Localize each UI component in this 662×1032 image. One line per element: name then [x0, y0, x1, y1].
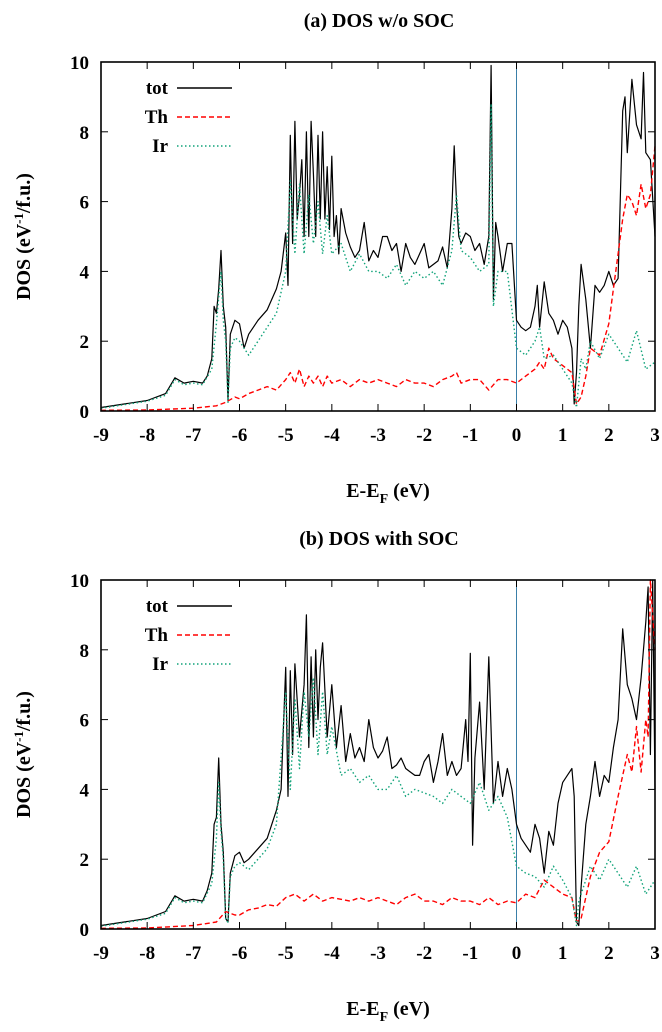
series-line-ir — [100, 103, 656, 409]
x-tick-label: 2 — [604, 425, 614, 446]
chart-title: (b) DOS with SOC — [299, 528, 458, 550]
series-line-tot — [100, 64, 656, 409]
x-tick-label: 3 — [650, 425, 660, 446]
legend-background — [115, 69, 237, 159]
x-tick-label: 1 — [558, 943, 568, 964]
y-tick-label: 6 — [80, 193, 90, 214]
x-tick-label: -8 — [139, 425, 155, 446]
y-tick-label: 10 — [70, 571, 89, 592]
legend-label-th: Th — [145, 625, 169, 646]
x-tick-label: -1 — [462, 425, 478, 446]
x-tick-label: -3 — [370, 943, 386, 964]
x-tick-label: 0 — [512, 943, 522, 964]
y-axis-label: DOS (eV-1/f.u.) — [11, 691, 35, 818]
x-tick-label: -8 — [139, 943, 155, 964]
legend-label-ir: Ir — [152, 654, 168, 675]
panel-a: (a) DOS w/o SOC -9 -8 -7 -6 -5 -4 -3 -2 -1 0 1 2 3 0 2… — [11, 10, 660, 507]
y-tick-label: 0 — [80, 402, 90, 423]
x-tick-label: 3 — [650, 943, 660, 964]
series-line-tot — [100, 579, 656, 927]
y-tick-label: 4 — [80, 780, 90, 801]
x-tick-label: -2 — [416, 943, 432, 964]
x-tick-label: -3 — [370, 425, 386, 446]
x-tick-label: -4 — [324, 425, 340, 446]
y-tick-label: 4 — [80, 262, 90, 283]
legend-label-tot: tot — [146, 78, 169, 99]
y-tick-label: 2 — [80, 850, 90, 871]
x-tick-label: -2 — [416, 425, 432, 446]
series-line-th — [100, 579, 656, 929]
legend-label-ir: Ir — [152, 136, 168, 157]
y-tick-label: 10 — [70, 53, 89, 74]
x-tick-label: -6 — [232, 943, 248, 964]
y-tick-label: 8 — [80, 123, 90, 144]
x-tick-label: 1 — [558, 425, 568, 446]
y-tick-label: 0 — [80, 920, 90, 941]
legend-label-tot: tot — [146, 596, 169, 617]
x-tick-label: -6 — [232, 425, 248, 446]
x-tick-label: -5 — [278, 943, 294, 964]
panel-b: (b) DOS with SOC -9 -8 -7 -6 -5 -4 -3 -2 -1 0 1 2 3 0… — [11, 528, 660, 1025]
x-axis-label: E-EF (eV) — [346, 480, 430, 507]
y-tick-label: 2 — [80, 332, 90, 353]
x-tick-label: -7 — [185, 943, 201, 964]
x-tick-label: -5 — [278, 425, 294, 446]
x-tick-label: -1 — [462, 943, 478, 964]
x-tick-label: -7 — [185, 425, 201, 446]
x-tick-label: 0 — [512, 425, 522, 446]
x-axis-label: E-EF (eV) — [346, 998, 430, 1025]
y-tick-label: 8 — [80, 641, 90, 662]
series-line-ir — [100, 677, 656, 927]
x-tick-label: -9 — [93, 943, 109, 964]
x-tick-label: -4 — [324, 943, 340, 964]
y-tick-label: 6 — [80, 711, 90, 732]
chart-title: (a) DOS w/o SOC — [304, 10, 455, 32]
x-tick-label: 2 — [604, 943, 614, 964]
series-line-th — [100, 145, 656, 411]
x-tick-label: -9 — [93, 425, 109, 446]
legend-label-th: Th — [145, 107, 169, 128]
legend-background — [115, 587, 237, 677]
y-axis-label: DOS (eV-1/f.u.) — [11, 173, 35, 300]
